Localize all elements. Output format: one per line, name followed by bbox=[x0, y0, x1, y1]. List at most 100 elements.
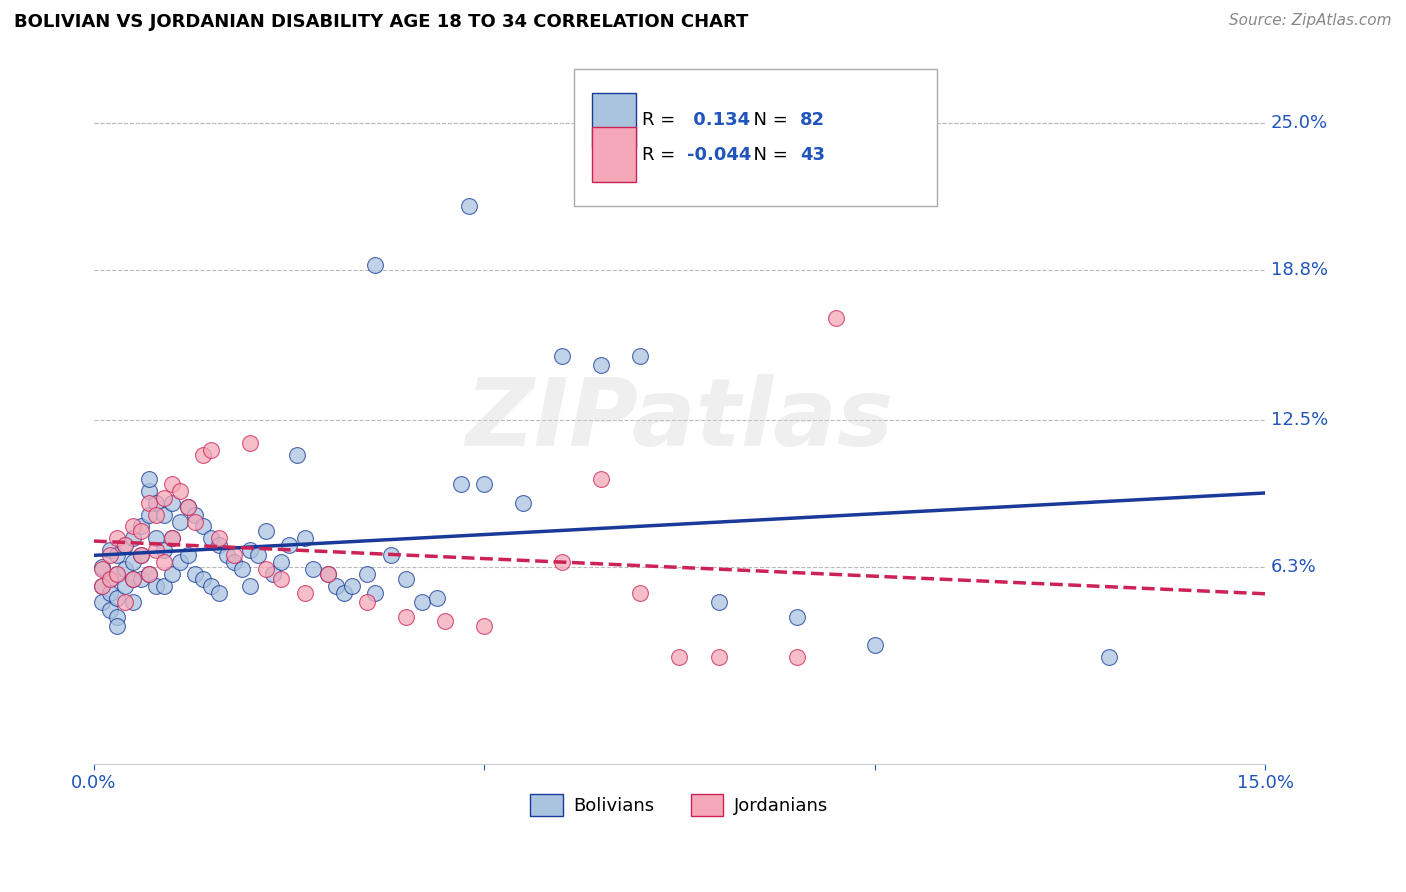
Point bbox=[184, 515, 207, 529]
Text: 12.5%: 12.5% bbox=[1271, 410, 1329, 429]
Point bbox=[105, 531, 128, 545]
Point bbox=[160, 476, 183, 491]
Text: -0.044: -0.044 bbox=[686, 145, 751, 163]
Point bbox=[98, 586, 121, 600]
Point bbox=[90, 559, 112, 574]
Text: N =: N = bbox=[741, 145, 793, 163]
Point bbox=[301, 562, 323, 576]
Point bbox=[184, 566, 207, 581]
Point bbox=[122, 531, 145, 545]
Point bbox=[138, 472, 160, 486]
Point bbox=[270, 572, 292, 586]
Point bbox=[129, 519, 152, 533]
Point bbox=[246, 548, 269, 562]
Text: 25.0%: 25.0% bbox=[1271, 114, 1329, 132]
Point bbox=[122, 572, 145, 586]
Point bbox=[138, 508, 160, 522]
Point bbox=[395, 572, 418, 586]
Point bbox=[215, 548, 238, 562]
Point bbox=[472, 476, 495, 491]
Point bbox=[208, 538, 231, 552]
Point bbox=[90, 595, 112, 609]
Point bbox=[90, 562, 112, 576]
Point bbox=[153, 579, 176, 593]
Point bbox=[472, 619, 495, 633]
Point bbox=[364, 586, 387, 600]
Point bbox=[231, 562, 253, 576]
Point bbox=[138, 483, 160, 498]
Point bbox=[153, 508, 176, 522]
Point bbox=[208, 531, 231, 545]
Point bbox=[278, 538, 301, 552]
Point bbox=[380, 548, 402, 562]
Point bbox=[145, 579, 167, 593]
Point bbox=[356, 566, 378, 581]
Point bbox=[630, 349, 652, 363]
Text: 18.8%: 18.8% bbox=[1271, 261, 1327, 279]
Point bbox=[395, 609, 418, 624]
Point bbox=[356, 595, 378, 609]
Point bbox=[591, 358, 613, 372]
Point bbox=[551, 555, 574, 569]
Point bbox=[122, 555, 145, 569]
Point bbox=[98, 543, 121, 558]
Point bbox=[200, 531, 222, 545]
Point bbox=[169, 555, 191, 569]
Point bbox=[512, 496, 534, 510]
Legend: Bolivians, Jordanians: Bolivians, Jordanians bbox=[523, 787, 835, 823]
Text: ZIPatlas: ZIPatlas bbox=[465, 374, 894, 466]
Point bbox=[90, 579, 112, 593]
Point bbox=[114, 579, 136, 593]
Point bbox=[160, 496, 183, 510]
Point bbox=[411, 595, 433, 609]
Point bbox=[145, 508, 167, 522]
Point bbox=[145, 531, 167, 545]
Text: Source: ZipAtlas.com: Source: ZipAtlas.com bbox=[1229, 13, 1392, 29]
Point bbox=[591, 472, 613, 486]
Point bbox=[105, 566, 128, 581]
Point bbox=[176, 548, 198, 562]
Point bbox=[551, 349, 574, 363]
Point bbox=[129, 548, 152, 562]
Point bbox=[332, 586, 354, 600]
Point bbox=[122, 519, 145, 533]
Point bbox=[193, 519, 215, 533]
Text: BOLIVIAN VS JORDANIAN DISABILITY AGE 18 TO 34 CORRELATION CHART: BOLIVIAN VS JORDANIAN DISABILITY AGE 18 … bbox=[14, 13, 748, 31]
Point bbox=[169, 515, 191, 529]
Point bbox=[294, 586, 316, 600]
Point bbox=[122, 595, 145, 609]
Point bbox=[239, 543, 262, 558]
Point bbox=[122, 572, 145, 586]
Point bbox=[129, 524, 152, 538]
Point bbox=[138, 566, 160, 581]
FancyBboxPatch shape bbox=[592, 93, 636, 148]
Point bbox=[114, 538, 136, 552]
Point bbox=[105, 619, 128, 633]
Point bbox=[129, 548, 152, 562]
Point bbox=[160, 531, 183, 545]
Point bbox=[176, 500, 198, 515]
Point bbox=[239, 436, 262, 450]
Point bbox=[129, 572, 152, 586]
Point bbox=[824, 310, 846, 325]
Point bbox=[285, 448, 308, 462]
Text: 82: 82 bbox=[800, 112, 825, 129]
Point bbox=[98, 602, 121, 616]
Point bbox=[138, 496, 160, 510]
Point bbox=[364, 258, 387, 272]
Point bbox=[863, 638, 886, 652]
Point bbox=[1098, 650, 1121, 665]
Point bbox=[200, 443, 222, 458]
Point bbox=[786, 609, 808, 624]
Text: 6.3%: 6.3% bbox=[1271, 558, 1316, 576]
Point bbox=[153, 491, 176, 505]
FancyBboxPatch shape bbox=[574, 69, 938, 206]
Point bbox=[145, 496, 167, 510]
Point bbox=[208, 586, 231, 600]
Point bbox=[160, 531, 183, 545]
Point bbox=[434, 615, 457, 629]
Point bbox=[105, 591, 128, 605]
Text: 43: 43 bbox=[800, 145, 825, 163]
Point bbox=[316, 566, 339, 581]
Point bbox=[105, 566, 128, 581]
